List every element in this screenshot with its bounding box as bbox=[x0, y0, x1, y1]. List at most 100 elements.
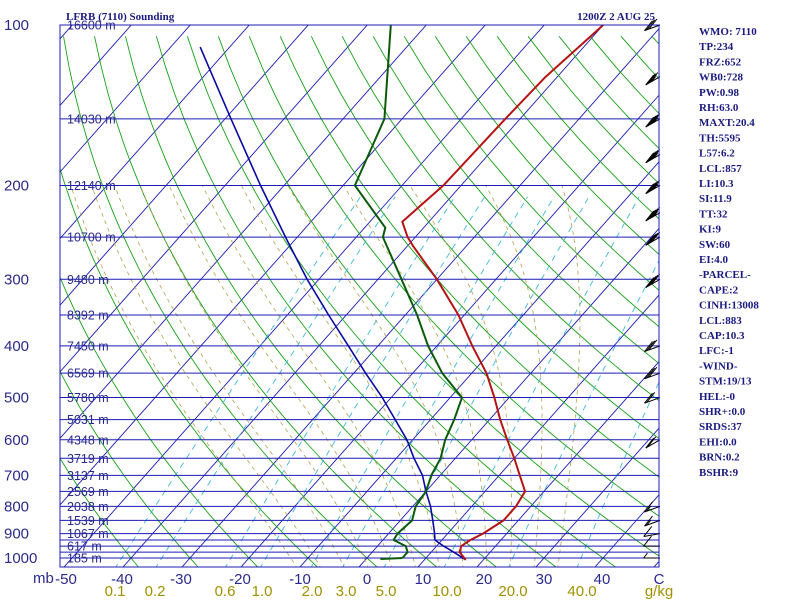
moist-adiabat-line bbox=[91, 185, 321, 567]
wind-barb-flag bbox=[647, 233, 657, 245]
pressure-tick-label: 400 bbox=[4, 338, 29, 355]
index-entry: BSHR:9 bbox=[699, 467, 739, 479]
dry-adiabat-line bbox=[60, 276, 259, 567]
temperature-trace bbox=[401, 25, 604, 561]
wind-barb-flag bbox=[651, 231, 661, 243]
height-label: 3137 m bbox=[67, 469, 109, 483]
pressure-tick-label: 900 bbox=[4, 526, 29, 543]
index-entry: CAP:10.3 bbox=[699, 330, 745, 342]
moist-adiabat-line bbox=[168, 185, 393, 567]
temperature-tick-label: 10 bbox=[415, 571, 432, 588]
mixing-ratio-label: 5.0 bbox=[376, 583, 397, 600]
wind-barb bbox=[643, 535, 660, 547]
wind-barb bbox=[645, 273, 661, 288]
height-label: 185 m bbox=[67, 552, 102, 566]
wind-barb-flag bbox=[649, 274, 659, 286]
dry-adiabat-line bbox=[434, 36, 659, 291]
temperature-tick-label: C bbox=[654, 571, 665, 588]
wind-barb-flag bbox=[644, 368, 653, 380]
height-label: 6569 m bbox=[67, 367, 109, 381]
dry-adiabat-line bbox=[341, 36, 659, 402]
wind-barb-flag bbox=[653, 117, 659, 123]
mixing-ratio-label: 2.0 bbox=[302, 583, 323, 600]
wind-barb-flag bbox=[644, 20, 653, 31]
height-label: 1539 m bbox=[67, 514, 109, 528]
wind-barb-flag bbox=[646, 367, 656, 379]
pressure-tick-label: 1000 bbox=[4, 550, 37, 567]
wind-barb bbox=[645, 207, 661, 222]
height-label: 10700 m bbox=[67, 231, 116, 245]
isotherm-line bbox=[476, 360, 659, 567]
index-entry: -PARCEL- bbox=[699, 269, 751, 281]
isotherm-line bbox=[60, 25, 427, 440]
plot-frame bbox=[59, 24, 660, 568]
index-entry: WB0:728 bbox=[699, 72, 744, 84]
temperature-tick-label: -30 bbox=[170, 571, 192, 588]
mixing-ratio-label: 20.0 bbox=[498, 583, 527, 600]
wind-barb bbox=[643, 552, 660, 559]
wind-barb-flag bbox=[645, 152, 655, 164]
wind-barb-column bbox=[643, 18, 661, 559]
wind-barb-flag bbox=[649, 232, 659, 244]
index-entry: KI:9 bbox=[699, 224, 722, 236]
dry-adiabat-line bbox=[155, 36, 557, 567]
index-entry: CINH:13008 bbox=[699, 300, 759, 312]
moist-adiabat-line bbox=[409, 185, 513, 567]
index-entry: SHR+:0.0 bbox=[699, 406, 746, 418]
mixing-ratio-label: 0.1 bbox=[105, 583, 126, 600]
wind-barb bbox=[645, 179, 661, 195]
wind-barb-flag bbox=[646, 392, 656, 403]
wind-barb bbox=[645, 149, 661, 164]
isotherm-line bbox=[122, 25, 604, 567]
wind-barb bbox=[644, 366, 661, 380]
index-entry: MAXT:20.4 bbox=[699, 117, 755, 129]
wind-barb bbox=[644, 392, 661, 404]
wind-barb-flag bbox=[653, 211, 659, 217]
isotherm-line bbox=[60, 25, 191, 173]
wind-barb bbox=[644, 515, 661, 527]
sounding-traces bbox=[199, 25, 604, 561]
wind-barb-flag bbox=[649, 114, 659, 126]
background-grid bbox=[60, 25, 659, 567]
mixing-ratio-label: 0.2 bbox=[145, 583, 166, 600]
height-label: 617 m bbox=[67, 540, 102, 554]
wind-barb-flag bbox=[646, 340, 656, 352]
wind-barb-flag bbox=[651, 273, 661, 285]
height-label: 16600 m bbox=[67, 19, 116, 33]
wind-barb-flag bbox=[651, 149, 661, 160]
height-label: 2038 m bbox=[67, 500, 109, 514]
index-entry: EI:4.0 bbox=[699, 254, 729, 266]
temperature-tick-label: -50 bbox=[55, 571, 77, 588]
index-entry: L57:6.2 bbox=[699, 148, 735, 160]
height-label: 5031 m bbox=[67, 413, 109, 427]
wind-barb-flag bbox=[647, 151, 657, 162]
height-label: 8392 m bbox=[67, 308, 109, 322]
pressure-tick-label: 600 bbox=[4, 432, 29, 449]
dry-adiabat-line bbox=[186, 36, 617, 567]
pressure-unit-label: mb bbox=[33, 570, 54, 587]
dry-adiabat-line bbox=[558, 36, 659, 149]
height-label: 1067 m bbox=[67, 527, 109, 541]
moist-adiabat-line bbox=[139, 185, 369, 567]
wind-barb-flag bbox=[646, 505, 652, 512]
wind-barb-flag bbox=[649, 150, 659, 161]
temperature-tick-label: 20 bbox=[476, 571, 493, 588]
dry-adiabat-line bbox=[403, 36, 659, 328]
parcel-trace bbox=[199, 46, 467, 561]
isotherm-line bbox=[60, 25, 486, 506]
mixing-ratio-label: 40.0 bbox=[567, 583, 596, 600]
mixing-ratio-line bbox=[225, 196, 456, 567]
dry-adiabat-line bbox=[217, 36, 659, 557]
dry-adiabat-line bbox=[310, 36, 659, 440]
wind-barb-flag bbox=[644, 392, 653, 404]
wind-barb-flag bbox=[647, 182, 657, 193]
moist-adiabat-line bbox=[70, 185, 298, 567]
dry-adiabat-line bbox=[279, 36, 659, 478]
moist-adiabat-line bbox=[557, 185, 581, 567]
height-label: 2569 m bbox=[67, 485, 109, 499]
wind-barb-flag bbox=[648, 366, 658, 378]
mixing-ratio-label: 1.0 bbox=[252, 583, 273, 600]
moist-adiabat-line bbox=[202, 185, 416, 567]
